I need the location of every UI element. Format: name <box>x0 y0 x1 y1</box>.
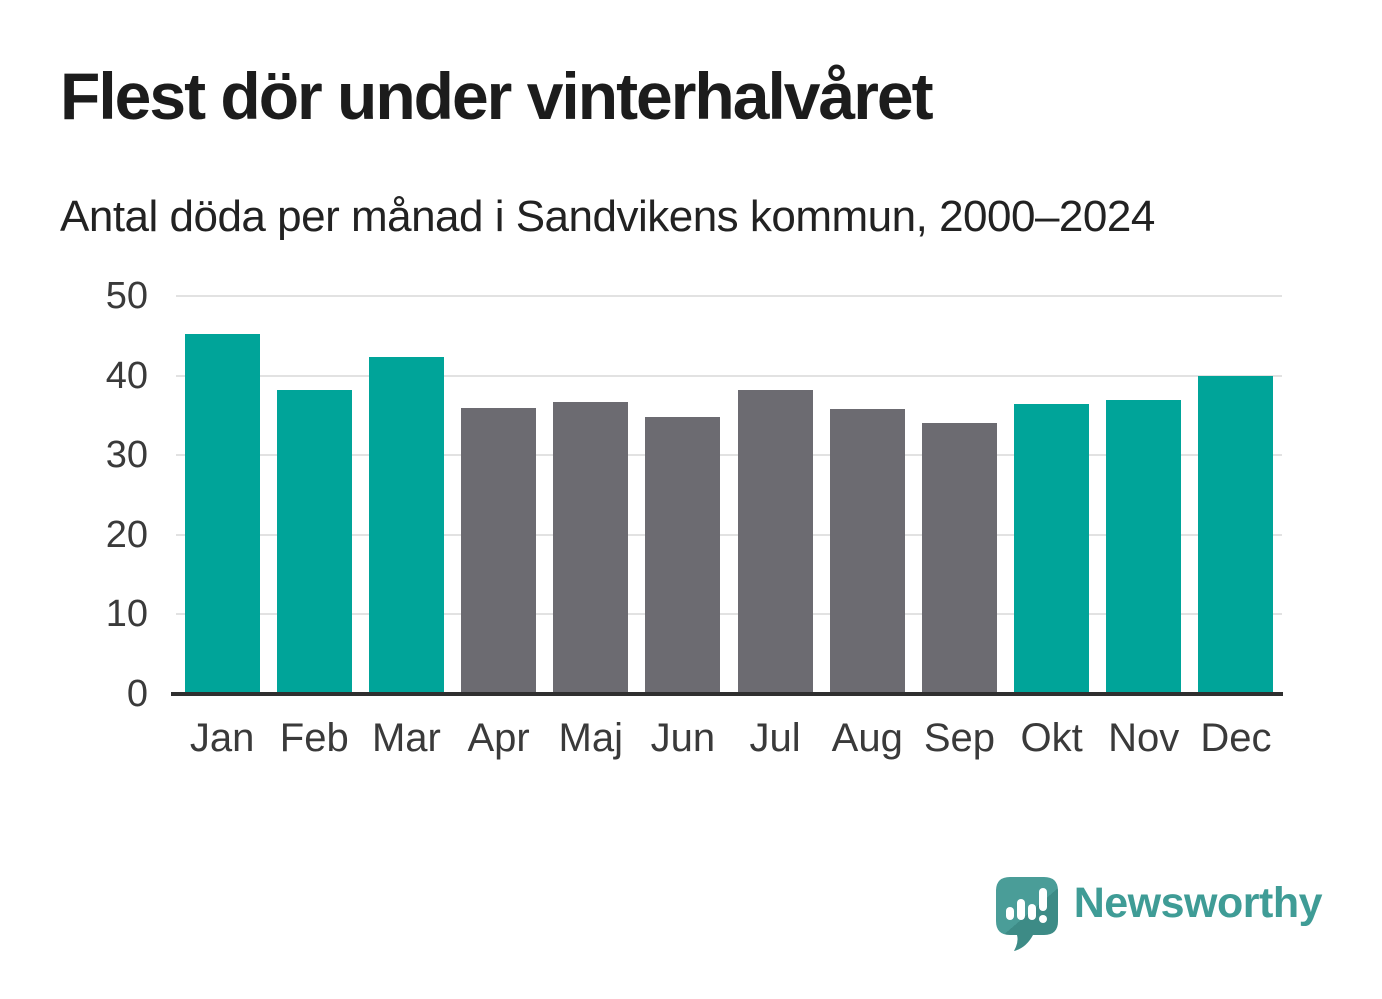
bar-dec <box>1198 375 1274 694</box>
bar-apr <box>461 408 537 694</box>
y-tick-label-50: 50 <box>105 275 148 317</box>
bar-nov <box>1106 400 1182 694</box>
bar-sep <box>921 422 997 694</box>
chart-title: Flest dör under vinterhalvåret <box>60 59 934 133</box>
y-tick-label-40: 40 <box>105 354 148 397</box>
plot-area: 0 10 20 30 40 50 Jan Feb Mar Apr Maj Jun Jul Aug Sep Ok… <box>106 275 1283 760</box>
x-tick-label-aug: Aug <box>831 716 903 760</box>
bar-feb <box>276 389 352 694</box>
bar-okt <box>1014 404 1090 694</box>
bar-maj <box>553 401 629 694</box>
chart-subtitle: Antal döda per månad i Sandvikens kommun… <box>60 192 1155 241</box>
x-tick-label-jul: Jul <box>749 716 801 760</box>
x-axis-line <box>171 692 1283 696</box>
gridline-10 <box>176 613 1282 616</box>
y-tick-label-0: 0 <box>126 673 148 715</box>
x-tick-label-mar: Mar <box>371 716 441 760</box>
y-tick-label-10: 10 <box>105 593 148 636</box>
gridline-40 <box>176 374 1282 377</box>
bar-mar <box>368 357 444 694</box>
gridline-50 <box>176 295 1282 297</box>
x-tick-label-nov: Nov <box>1108 716 1180 760</box>
x-tick-label-jan: Jan <box>189 716 255 760</box>
x-tick-label-sep: Sep <box>923 716 995 760</box>
brand-wordmark: Newsworthy <box>1073 879 1323 927</box>
x-tick-label-maj: Maj <box>558 716 623 760</box>
x-tick-label-apr: Apr <box>467 716 530 760</box>
y-tick-label-20: 20 <box>105 513 148 556</box>
x-tick-label-dec: Dec <box>1200 716 1272 760</box>
x-tick-label-feb: Feb <box>279 716 349 760</box>
bar-jun <box>645 417 721 694</box>
bar-aug <box>829 409 905 694</box>
newsworthy-logo-icon <box>995 877 1058 951</box>
brand-logo: Newsworthy <box>995 876 1323 952</box>
gridline-20 <box>176 533 1282 536</box>
y-tick-label-30: 30 <box>105 434 148 477</box>
x-tick-label-jun: Jun <box>650 716 716 760</box>
logo-bar-chart-glyph <box>1005 888 1047 923</box>
x-tick-label-okt: Okt <box>1020 716 1083 760</box>
bar-jan <box>184 334 260 694</box>
bar-jul <box>737 389 813 694</box>
gridline-30 <box>176 454 1282 457</box>
